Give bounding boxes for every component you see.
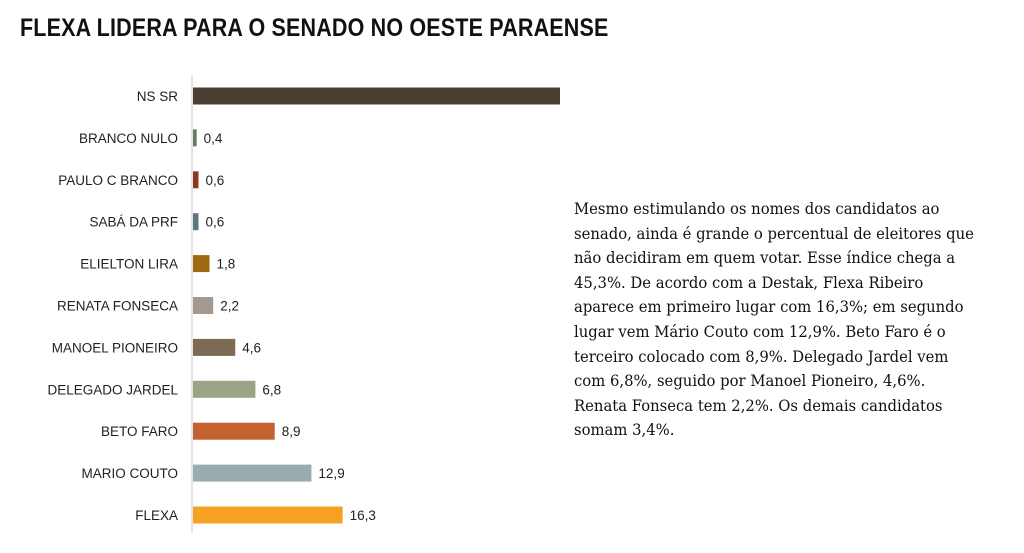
category-label: NS SR: [137, 89, 179, 104]
category-label: BETO FARO: [101, 424, 178, 439]
bar: [193, 213, 199, 231]
value-label: 6,8: [262, 382, 281, 397]
value-label: 4,6: [242, 340, 261, 355]
bar: [193, 87, 560, 105]
category-label: FLEXA: [135, 508, 178, 523]
bar: [193, 338, 236, 356]
bar: [193, 129, 197, 147]
category-label: SABÁ DA PRF: [89, 215, 178, 230]
value-label: 0,6: [206, 215, 225, 230]
category-label: BRANCO NULO: [79, 131, 178, 146]
value-label: 12,9: [318, 466, 344, 481]
bar: [193, 380, 256, 398]
category-label: MANOEL PIONEIRO: [52, 340, 178, 355]
bar: [193, 297, 214, 314]
bar: [193, 422, 275, 440]
value-label: 16,3: [350, 508, 376, 523]
value-label: 8,9: [282, 424, 301, 439]
value-label: 2,2: [220, 299, 239, 314]
value-label: 0,6: [206, 173, 225, 188]
bar: [193, 171, 199, 189]
category-label: DELEGADO JARDEL: [47, 382, 178, 397]
category-label: PAULO C BRANCO: [58, 173, 178, 188]
bar: [193, 464, 312, 482]
category-label: RENATA FONSECA: [57, 299, 178, 314]
value-label: 1,8: [217, 257, 236, 272]
value-label: 0,4: [204, 131, 223, 146]
bar: [193, 506, 343, 524]
category-label: ELIELTON LIRA: [80, 257, 178, 272]
bar: [193, 255, 210, 273]
category-label: MARIO COUTO: [81, 466, 178, 481]
chart-title: FLEXA LIDERA PARA O SENADO NO OESTE PARA…: [20, 14, 609, 42]
description-text: Mesmo estimulando os nomes dos candidato…: [574, 200, 974, 440]
